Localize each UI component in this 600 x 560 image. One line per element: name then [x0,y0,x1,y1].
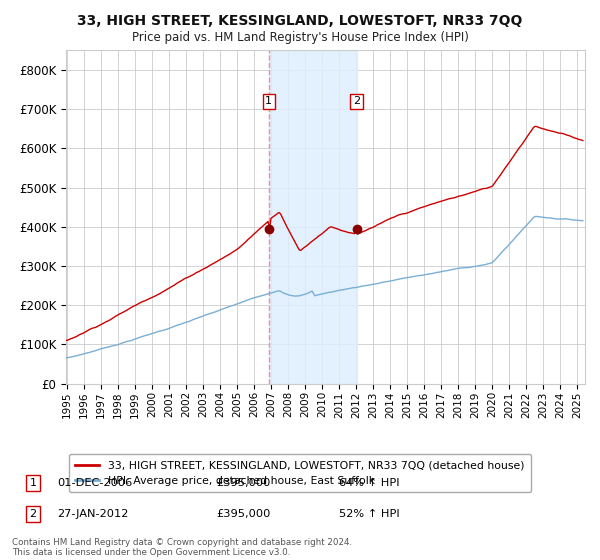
Text: 27-JAN-2012: 27-JAN-2012 [57,509,128,519]
Text: Price paid vs. HM Land Registry's House Price Index (HPI): Price paid vs. HM Land Registry's House … [131,31,469,44]
Text: £395,000: £395,000 [216,509,271,519]
Text: 64% ↑ HPI: 64% ↑ HPI [339,478,400,488]
Text: 52% ↑ HPI: 52% ↑ HPI [339,509,400,519]
Legend: 33, HIGH STREET, KESSINGLAND, LOWESTOFT, NR33 7QQ (detached house), HPI: Average: 33, HIGH STREET, KESSINGLAND, LOWESTOFT,… [69,454,531,492]
Text: £395,000: £395,000 [216,478,271,488]
Bar [269,50,356,384]
Text: Contains HM Land Registry data © Crown copyright and database right 2024.
This d: Contains HM Land Registry data © Crown c… [12,538,352,557]
Text: 2: 2 [353,96,360,106]
Text: 1: 1 [29,478,37,488]
Text: 1: 1 [265,96,272,106]
Text: 33, HIGH STREET, KESSINGLAND, LOWESTOFT, NR33 7QQ: 33, HIGH STREET, KESSINGLAND, LOWESTOFT,… [77,14,523,28]
Text: 2: 2 [29,509,37,519]
Text: 01-DEC-2006: 01-DEC-2006 [57,478,132,488]
